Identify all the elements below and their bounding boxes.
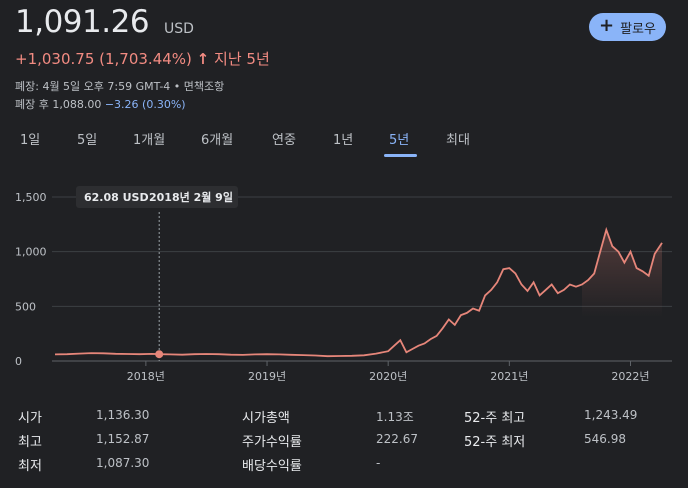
tab-6m[interactable]: 6개월 [201, 133, 234, 148]
x-tick-label: 2019년 [248, 370, 286, 383]
tab-1m[interactable]: 1개월 [133, 133, 166, 148]
stat-label: 최저 [18, 459, 42, 474]
stat-value: 1,087.30 [96, 456, 150, 470]
stat-value: 1,136.30 [96, 408, 150, 422]
close-info: 폐장: 4월 5일 오후 7:59 GMT-4 • 면책조항 [15, 80, 225, 93]
y-tick-label: 500 [15, 300, 36, 313]
chart-tooltip: 62.08 USD 2018년 2월 9일 [76, 186, 238, 208]
y-tick-label: 1,000 [15, 246, 47, 259]
price-change: +1,030.75 (1,703.44%) ↑ 지난 5년 [15, 48, 270, 69]
active-tab-indicator [384, 154, 417, 157]
tooltip-date: 2018년 2월 9일 [149, 190, 233, 204]
tab-5y[interactable]: 5년 [389, 133, 410, 148]
x-tick-label: 2020년 [369, 370, 407, 383]
stat-value: 1,152.87 [96, 432, 150, 446]
stat-label: 52-주 최고 [464, 411, 526, 426]
arrow-up-icon: ↑ [196, 50, 210, 68]
tab-ytd[interactable]: 연중 [272, 133, 296, 148]
tab-1d[interactable]: 1일 [20, 133, 41, 148]
price-area [582, 229, 662, 318]
price-line [54, 226, 663, 358]
follow-button[interactable]: + 팔로우 [589, 13, 666, 41]
stat-value: 222.67 [376, 432, 418, 446]
stat-label: 시가총액 [242, 411, 290, 426]
stat-label: 시가 [18, 411, 42, 426]
y-tick-label: 0 [15, 355, 22, 368]
stat-label: 최고 [18, 435, 42, 450]
plus-icon: + [599, 15, 615, 36]
period-label: 지난 5년 [214, 50, 270, 68]
tooltip-price: 62.08 USD [84, 191, 149, 204]
change-value: +1,030.75 (1,703.44%) [15, 50, 192, 68]
currency-label: USD [164, 21, 194, 37]
hover-point [155, 350, 164, 359]
tab-5d[interactable]: 5일 [77, 133, 98, 148]
after-hours-change: −3.26 (0.30%) [104, 98, 186, 111]
price-value: 1,091.26 [15, 4, 150, 40]
after-hours-price: 폐장 후 1,088.00 [15, 98, 102, 111]
stat-label: 52-주 최저 [464, 435, 526, 450]
range-tabs: 1일 5일 1개월 6개월 연중 1년 5년 최대 [0, 129, 688, 159]
tooltip-box [76, 186, 238, 208]
stat-value: 1,243.49 [584, 408, 638, 422]
tab-1y[interactable]: 1년 [333, 133, 354, 148]
tab-max[interactable]: 최대 [446, 133, 470, 148]
stat-value: 1.13조 [376, 410, 414, 424]
y-tick-label: 1,500 [15, 191, 47, 204]
stat-label: 배당수익률 [242, 459, 302, 474]
follow-label: 팔로우 [620, 21, 656, 37]
stat-value: - [376, 456, 381, 470]
x-tick-label: 2018년 [127, 370, 165, 383]
stat-label: 주가수익률 [242, 435, 302, 450]
after-hours-info: 폐장 후 1,088.00 −3.26 (0.30%) [15, 96, 186, 112]
x-tick-label: 2021년 [490, 370, 528, 383]
x-tick-label: 2022년 [611, 370, 649, 383]
stat-value: 546.98 [584, 432, 626, 446]
